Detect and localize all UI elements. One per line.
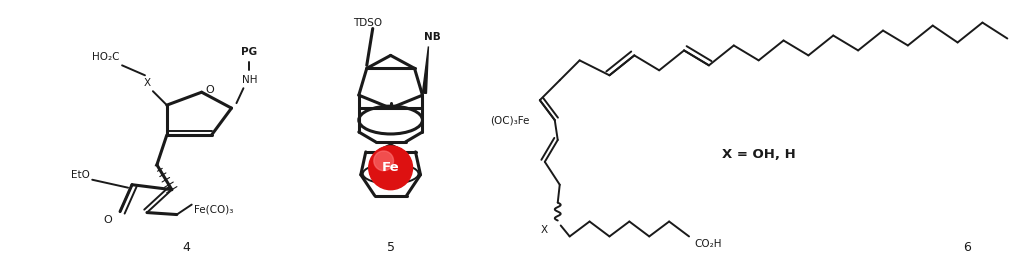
Text: Fe: Fe: [382, 161, 399, 174]
Text: (OC)₃Fe: (OC)₃Fe: [490, 115, 529, 125]
Text: NB: NB: [425, 32, 441, 42]
Text: 5: 5: [387, 241, 395, 254]
Circle shape: [374, 151, 394, 171]
Text: O: O: [206, 85, 214, 95]
Text: EtO: EtO: [71, 170, 91, 180]
Text: PG: PG: [241, 47, 258, 57]
Polygon shape: [422, 47, 429, 93]
Polygon shape: [379, 144, 402, 150]
Text: HO₂C: HO₂C: [93, 52, 120, 62]
Text: 6: 6: [964, 241, 971, 254]
Text: Fe(CO)₃: Fe(CO)₃: [193, 205, 233, 214]
Text: X = OH, H: X = OH, H: [722, 148, 795, 161]
Text: X: X: [541, 225, 548, 236]
Text: X: X: [144, 78, 151, 88]
Text: TDSO: TDSO: [353, 18, 382, 28]
Text: CO₂H: CO₂H: [694, 239, 722, 249]
Text: NH: NH: [241, 75, 258, 85]
Circle shape: [369, 146, 412, 190]
Text: 4: 4: [183, 241, 190, 254]
Text: O: O: [104, 214, 113, 225]
